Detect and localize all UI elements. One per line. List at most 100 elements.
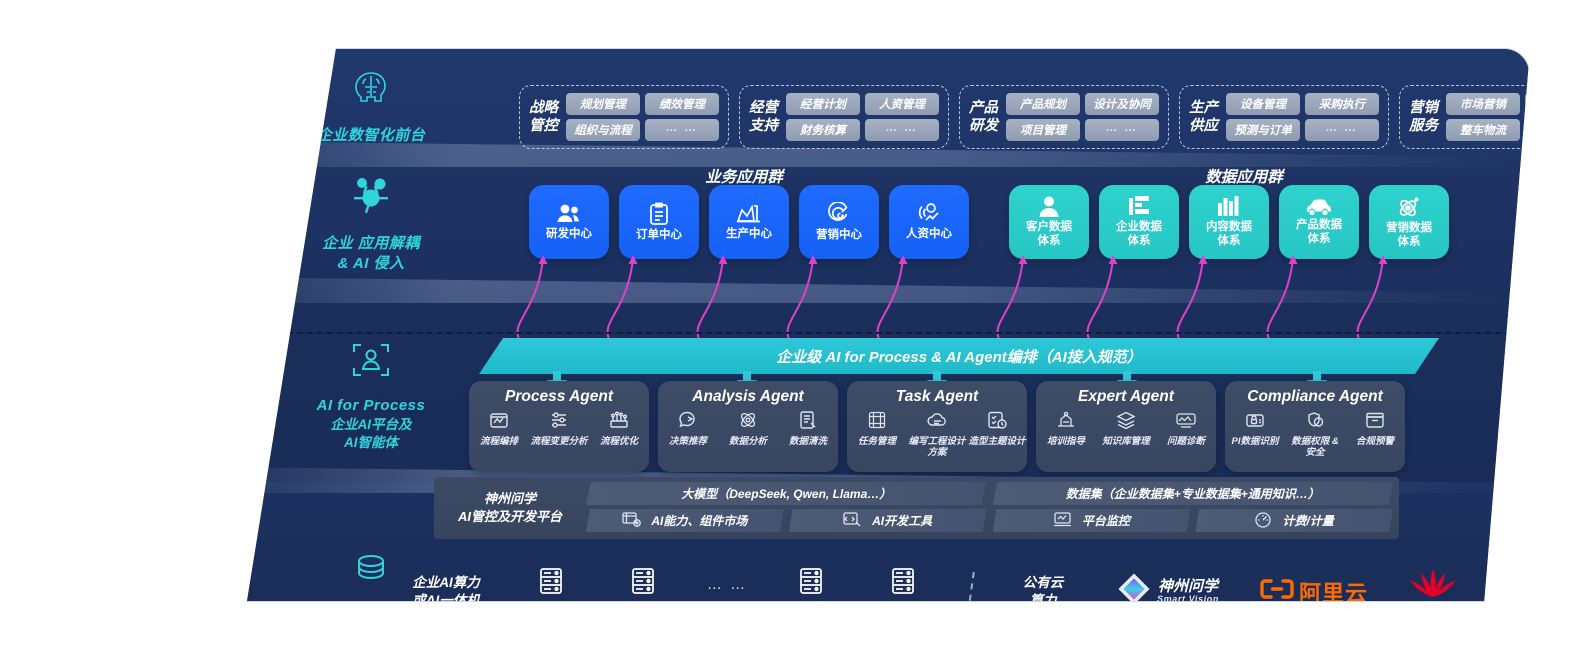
- agent-name: Task Agent: [895, 388, 979, 405]
- factory-icon: [736, 202, 762, 225]
- agent-feature[interactable]: 数据权限 & 安全: [1285, 410, 1344, 459]
- checklist-clock-icon: [987, 410, 1007, 435]
- component-market-icon: [622, 511, 642, 531]
- chip-more[interactable]: … …: [1085, 119, 1159, 141]
- group-title-line1: 经营: [749, 99, 778, 116]
- list-settings-icon: [549, 410, 569, 435]
- agent-feature[interactable]: 流程变更分析: [529, 410, 588, 448]
- card-hr-center[interactable]: 人资中心: [889, 185, 969, 259]
- platform-cell-ai-market[interactable]: AI能力、组件市场: [586, 509, 784, 532]
- chip-more[interactable]: … …: [645, 119, 719, 141]
- agent-feature[interactable]: 合规预警: [1345, 410, 1404, 459]
- layers-icon: [1116, 410, 1136, 435]
- feature-label: 任务管理: [857, 436, 896, 447]
- agent-feature[interactable]: 数据清洗: [778, 410, 837, 448]
- card-product-data[interactable]: 产品数据 体系: [1279, 185, 1359, 259]
- group-strategy[interactable]: 战略 管控 规划管理 绩效管理 组织与流程 … …: [519, 85, 729, 149]
- training-icon: [1056, 410, 1076, 435]
- platform-cell-dev-tools[interactable]: AI开发工具: [788, 509, 987, 532]
- chip[interactable]: 经营计划: [786, 93, 860, 115]
- aliyun-mark-icon: [1260, 578, 1294, 601]
- chip[interactable]: 规划管理: [566, 93, 640, 115]
- logo-smart-vision[interactable]: 神州问学 Smart Vision: [1093, 572, 1243, 601]
- chip-more[interactable]: … …: [865, 119, 939, 141]
- group-production-supply[interactable]: 生产 供应 设备管理 采购执行 预测与订单 … …: [1179, 85, 1389, 149]
- ai-platform-band: 神州问学 AI管控及开发平台 大模型（DeepSeek, Qwen, Llama…: [434, 477, 1399, 539]
- infra-label-line1: 企业AI算力: [412, 574, 480, 590]
- feature-label: 造型主题设计: [968, 436, 1026, 447]
- optimize-icon: [609, 410, 629, 435]
- card-customer-data[interactable]: 客户数据 体系: [1009, 185, 1089, 259]
- agent-feature[interactable]: 知识库管理: [1096, 410, 1155, 448]
- chip[interactable]: 设备管理: [1226, 93, 1300, 115]
- infra-datacenter-1[interactable]: 数据中心: [505, 567, 597, 601]
- infra-ai-appliance-1[interactable]: AI一体机: [765, 567, 857, 601]
- group-title-line2: 管控: [529, 118, 558, 134]
- card-marketing-center[interactable]: 营销中心: [799, 185, 879, 259]
- orchestration-label: 企业级 AI for Process & AI Agent编排（AI接入规范）: [776, 348, 1142, 366]
- feature-label: 培训指导: [1046, 436, 1085, 447]
- chip[interactable]: 采购执行: [1305, 93, 1379, 115]
- agent-name: Process Agent: [505, 388, 613, 405]
- chip[interactable]: 市场营销: [1446, 93, 1520, 115]
- chip[interactable]: 产品规划: [1006, 93, 1080, 115]
- card-marketing-data[interactable]: 营销数据 体系: [1369, 185, 1449, 259]
- agent-expert[interactable]: Expert Agent 培训指导 知识库管理 问题诊断: [1036, 381, 1216, 472]
- decision-icon: [678, 410, 698, 435]
- agent-compliance[interactable]: Compliance Agent PI数据识别 数据权限 & 安全 合规预警: [1225, 381, 1405, 472]
- chip[interactable]: 财务核算: [786, 119, 860, 141]
- agent-feature[interactable]: 数据分析: [718, 410, 777, 448]
- card-rnd-center[interactable]: 研发中心: [529, 185, 609, 259]
- agent-feature[interactable]: 流程优化: [589, 410, 648, 448]
- logo-aliyun[interactable]: 阿里云: [1243, 576, 1385, 601]
- infra-datacenter-2[interactable]: 数据中心: [597, 567, 689, 601]
- card-label: 客户数据 体系: [1026, 221, 1072, 247]
- agent-feature[interactable]: 编写工程设计方案: [907, 410, 966, 459]
- card-order-center[interactable]: 订单中心: [619, 185, 699, 259]
- agent-analysis[interactable]: Analysis Agent 决策推荐 数据分析 数据清洗: [658, 381, 838, 472]
- atom-analysis-icon: [738, 410, 758, 435]
- atom-icon: [1397, 195, 1421, 219]
- card-label: 产品数据 体系: [1296, 218, 1342, 245]
- agent-feature[interactable]: 流程编排: [469, 410, 528, 448]
- logo-huawei[interactable]: HUAWEI: [1385, 568, 1481, 601]
- rail-app-decoupling: 企业 应用解耦 & AI 侵入: [281, 173, 461, 275]
- dev-tool-icon: [843, 511, 862, 531]
- group-title-line1: 生产: [1189, 99, 1218, 116]
- chip[interactable]: 整车物流: [1446, 119, 1520, 141]
- card-content-data[interactable]: 内容数据 体系: [1189, 185, 1269, 259]
- infra-ai-appliance-2[interactable]: AI一体机: [857, 567, 949, 601]
- chip[interactable]: 人资管理: [865, 93, 939, 115]
- chip[interactable]: 组织与流程: [566, 119, 640, 141]
- server-icon: [630, 567, 656, 600]
- agent-name: Compliance Agent: [1247, 388, 1383, 405]
- agent-feature[interactable]: 造型主题设计: [967, 410, 1026, 459]
- card-production-center[interactable]: 生产中心: [709, 185, 789, 259]
- chip[interactable]: 预测与订单: [1226, 119, 1300, 141]
- platform-models-bar[interactable]: 大模型（DeepSeek, Qwen, Llama…）: [586, 482, 987, 505]
- users-icon: [556, 203, 582, 225]
- platform-cell-monitor[interactable]: 平台监控: [992, 509, 1191, 532]
- cell-label: 平台监控: [1081, 514, 1130, 528]
- platform-brand: 神州问学 AI管控及开发平台: [434, 477, 586, 539]
- group-operations[interactable]: 经营 支持 经营计划 人资管理 财务核算 … …: [739, 85, 949, 149]
- chip[interactable]: 客户关系: [1525, 93, 1529, 115]
- agent-feature[interactable]: 任务管理: [847, 410, 906, 459]
- chip[interactable]: 设计及协同: [1085, 93, 1159, 115]
- platform-dataset-bar[interactable]: 数据集（企业数据集+专业数据集+通用知识…）: [992, 482, 1393, 505]
- chip-more[interactable]: … …: [1305, 119, 1379, 141]
- molecule-icon: [281, 173, 461, 224]
- agent-feature[interactable]: PI数据识别: [1225, 410, 1284, 459]
- agent-feature[interactable]: 培训指导: [1036, 410, 1095, 448]
- group-product-rnd[interactable]: 产品 研发 产品规划 设计及协同 项目管理 … …: [959, 85, 1169, 149]
- platform-cell-billing[interactable]: 计费/计量: [1195, 509, 1393, 532]
- card-enterprise-data[interactable]: 企业数据 体系: [1099, 185, 1179, 259]
- agent-feature[interactable]: 问题诊断: [1156, 410, 1215, 448]
- agent-task[interactable]: Task Agent 任务管理 编写工程设计方案 造型主题设计: [847, 381, 1027, 472]
- agent-feature[interactable]: 决策推荐: [658, 410, 717, 448]
- chip[interactable]: 绩效管理: [645, 93, 719, 115]
- chip-more[interactable]: … …: [1525, 119, 1529, 141]
- chip[interactable]: 项目管理: [1006, 119, 1080, 141]
- agent-process[interactable]: Process Agent 流程编排 流程变更分析 流程优化: [469, 381, 649, 472]
